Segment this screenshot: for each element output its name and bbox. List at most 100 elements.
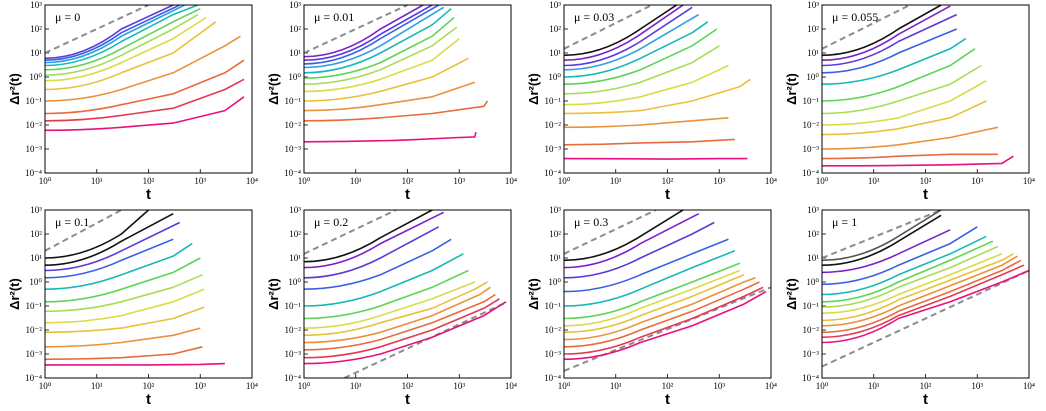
plot-frame (44, 4, 253, 174)
x-tick-label: 10³ (713, 176, 725, 186)
series-line (564, 262, 741, 320)
series-line (45, 5, 181, 61)
series-line (304, 293, 496, 351)
series-line (45, 257, 201, 303)
plot-frame (563, 4, 772, 174)
panel-1: 10⁰ 10¹ 10² 10³ 10⁴ 10⁻⁴ 10⁻³ 10⁻² 10⁻¹ 10⁰ 10¹ 10²… (7, 0, 258, 203)
series-line (822, 259, 1022, 334)
x-tick-label: 10⁰ (816, 381, 829, 391)
series-line (822, 240, 994, 303)
series-line (304, 5, 433, 61)
reference-line (45, 210, 122, 252)
series-line (564, 269, 741, 327)
series-line (45, 274, 203, 313)
series-line (564, 64, 729, 106)
series-line (822, 245, 999, 308)
series-line (304, 37, 460, 93)
y-tick-label: 10⁻³ (285, 349, 302, 359)
y-tick-label: 10² (289, 24, 301, 34)
x-tick-label: 10³ (713, 381, 725, 391)
y-tick-label: 10⁻⁴ (284, 168, 301, 178)
x-tick-label: 10² (402, 381, 414, 391)
reference-line (304, 5, 408, 54)
y-tick-label: 10⁻³ (26, 349, 43, 359)
y-tick-label: 10⁰ (288, 277, 301, 287)
series-line (564, 212, 700, 269)
series-line (564, 274, 745, 334)
x-tick-label: 10¹ (868, 381, 880, 391)
panel-8: 10⁰ 10¹ 10² 10³ 10⁴ 10⁻⁴ 10⁻³ 10⁻² 10⁻¹ 10⁰ 10¹ 10²… (784, 205, 1035, 408)
x-axis-label: t (405, 391, 410, 408)
y-tick-label: 10⁻² (285, 120, 302, 130)
series-line (45, 288, 205, 324)
x-tick-label: 10² (143, 381, 155, 391)
x-tick-label: 10⁰ (39, 176, 52, 186)
y-tick-label: 10² (289, 229, 301, 239)
plot-frame (821, 4, 1030, 174)
series-line (822, 264, 1025, 338)
x-axis-label: t (923, 391, 928, 408)
y-tick-label: 10⁰ (29, 277, 42, 287)
y-tick-label: 10⁰ (548, 72, 561, 82)
series-line (45, 7, 201, 71)
y-tick-label: 10⁻⁴ (544, 168, 561, 178)
x-tick-label: 10¹ (350, 176, 362, 186)
y-tick-label: 10¹ (549, 253, 561, 263)
series-line (304, 281, 488, 337)
x-tick-label: 10³ (194, 381, 206, 391)
y-tick-label: 10³ (289, 0, 301, 10)
series-line (822, 255, 1018, 327)
y-tick-label: 10⁰ (29, 72, 42, 82)
series-line (564, 45, 720, 95)
series-line (564, 157, 748, 160)
x-tick-label: 10³ (971, 176, 983, 186)
x-tick-label: 10⁰ (39, 381, 52, 391)
y-tick-label: 10⁻⁴ (544, 373, 561, 383)
series-line (564, 250, 736, 307)
series-line (45, 327, 201, 348)
panel-label: μ = 0.055 (832, 10, 878, 24)
series-line (304, 226, 440, 279)
y-tick-label: 10⁻² (803, 120, 820, 130)
y-tick-label: 10⁰ (806, 277, 819, 287)
series-line (304, 5, 424, 58)
series-line (564, 290, 767, 361)
series-line (304, 16, 455, 79)
series-line (304, 8, 452, 74)
y-tick-label: 10⁻¹ (26, 301, 43, 311)
y-tick-label: 10¹ (30, 48, 42, 58)
series-line (304, 238, 452, 290)
series-line (564, 210, 684, 262)
series-line (45, 96, 245, 132)
reference-line (822, 5, 911, 50)
series-line (822, 48, 976, 102)
series-line (564, 117, 729, 129)
x-tick-label: 10⁴ (765, 176, 777, 186)
series-line (564, 221, 715, 279)
x-tick-label: 10² (402, 176, 414, 186)
panel-label: μ = 0.2 (314, 215, 348, 229)
y-tick-label: 10⁻² (26, 325, 43, 335)
x-tick-label: 10⁴ (505, 381, 517, 391)
y-tick-label: 10¹ (549, 48, 561, 58)
y-tick-label: 10⁻³ (545, 144, 562, 154)
y-tick-label: 10³ (30, 0, 42, 10)
y-tick-label: 10¹ (807, 253, 819, 263)
y-tick-label: 10⁻⁴ (284, 373, 301, 383)
x-tick-label: 10³ (194, 176, 206, 186)
series-line (304, 132, 477, 143)
x-axis-label: t (665, 391, 670, 408)
y-tick-label: 10³ (807, 205, 819, 215)
series-line (45, 212, 174, 266)
series-line (822, 226, 978, 286)
y-axis-label: Δr²(t) (526, 73, 541, 105)
series-line (45, 59, 245, 115)
y-tick-label: 10⁻² (285, 325, 302, 335)
series-line (304, 286, 491, 344)
series-line (304, 5, 440, 65)
y-tick-label: 10³ (30, 205, 42, 215)
series-line (564, 5, 678, 57)
series-line (564, 5, 684, 61)
x-axis-label: t (665, 186, 670, 203)
y-tick-label: 10¹ (289, 253, 301, 263)
